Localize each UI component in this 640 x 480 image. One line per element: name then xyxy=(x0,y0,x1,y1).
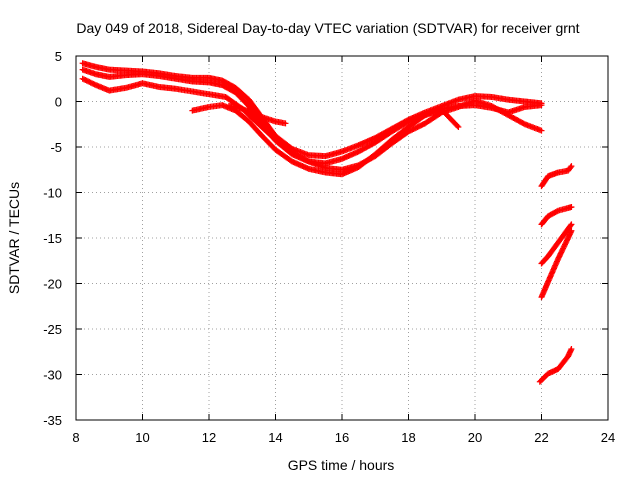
data-point xyxy=(567,222,574,229)
data-series-track xyxy=(536,346,575,385)
y-tick-label: 5 xyxy=(55,49,62,64)
x-axis-title: GPS time / hours xyxy=(288,457,395,473)
data-series-track xyxy=(538,204,575,228)
y-tick-label: -35 xyxy=(43,413,62,428)
data-series xyxy=(79,60,575,385)
y-tick-label: -15 xyxy=(43,231,62,246)
y-tick-label: 0 xyxy=(55,95,62,110)
data-series-track xyxy=(538,221,575,267)
y-tick-label: -10 xyxy=(43,186,62,201)
data-point xyxy=(568,221,575,228)
y-tick-label: -5 xyxy=(50,140,62,155)
data-point xyxy=(455,123,462,130)
x-tick-label: 8 xyxy=(72,430,79,445)
data-series-track xyxy=(225,103,289,127)
data-point xyxy=(568,227,575,234)
data-point xyxy=(538,102,545,109)
y-tick-label: -20 xyxy=(43,277,62,292)
data-point xyxy=(520,120,527,127)
chart-title: Day 049 of 2018, Sidereal Day-to-day VTE… xyxy=(76,20,579,36)
data-series-track xyxy=(538,163,575,190)
x-tick-label: 10 xyxy=(135,430,149,445)
data-point xyxy=(568,204,575,211)
x-tick-label: 24 xyxy=(601,430,615,445)
data-point xyxy=(568,346,575,353)
data-point xyxy=(304,157,311,164)
grid-lines xyxy=(76,56,608,420)
data-point xyxy=(454,122,461,129)
x-tick-label: 14 xyxy=(268,430,282,445)
data-series-track xyxy=(538,227,575,301)
x-tick-label: 20 xyxy=(468,430,482,445)
data-point xyxy=(404,119,411,126)
x-tick-label: 16 xyxy=(335,430,349,445)
data-point xyxy=(567,164,574,171)
data-point xyxy=(568,163,575,170)
data-point xyxy=(282,120,289,127)
y-tick-label: -30 xyxy=(43,368,62,383)
x-tick-label: 18 xyxy=(401,430,415,445)
x-tick-label: 22 xyxy=(534,430,548,445)
x-axis-ticks: 8 10 12 14 16 18 20 22 24 xyxy=(72,56,615,445)
y-axis-title: SDTVAR / TECUs xyxy=(6,182,22,294)
x-tick-label: 12 xyxy=(202,430,216,445)
y-axis-ticks: 5 0 -5 -10 -15 -20 -25 -30 -35 xyxy=(43,49,608,428)
y-tick-label: -25 xyxy=(43,322,62,337)
data-point xyxy=(553,208,560,215)
data-point xyxy=(538,127,545,134)
